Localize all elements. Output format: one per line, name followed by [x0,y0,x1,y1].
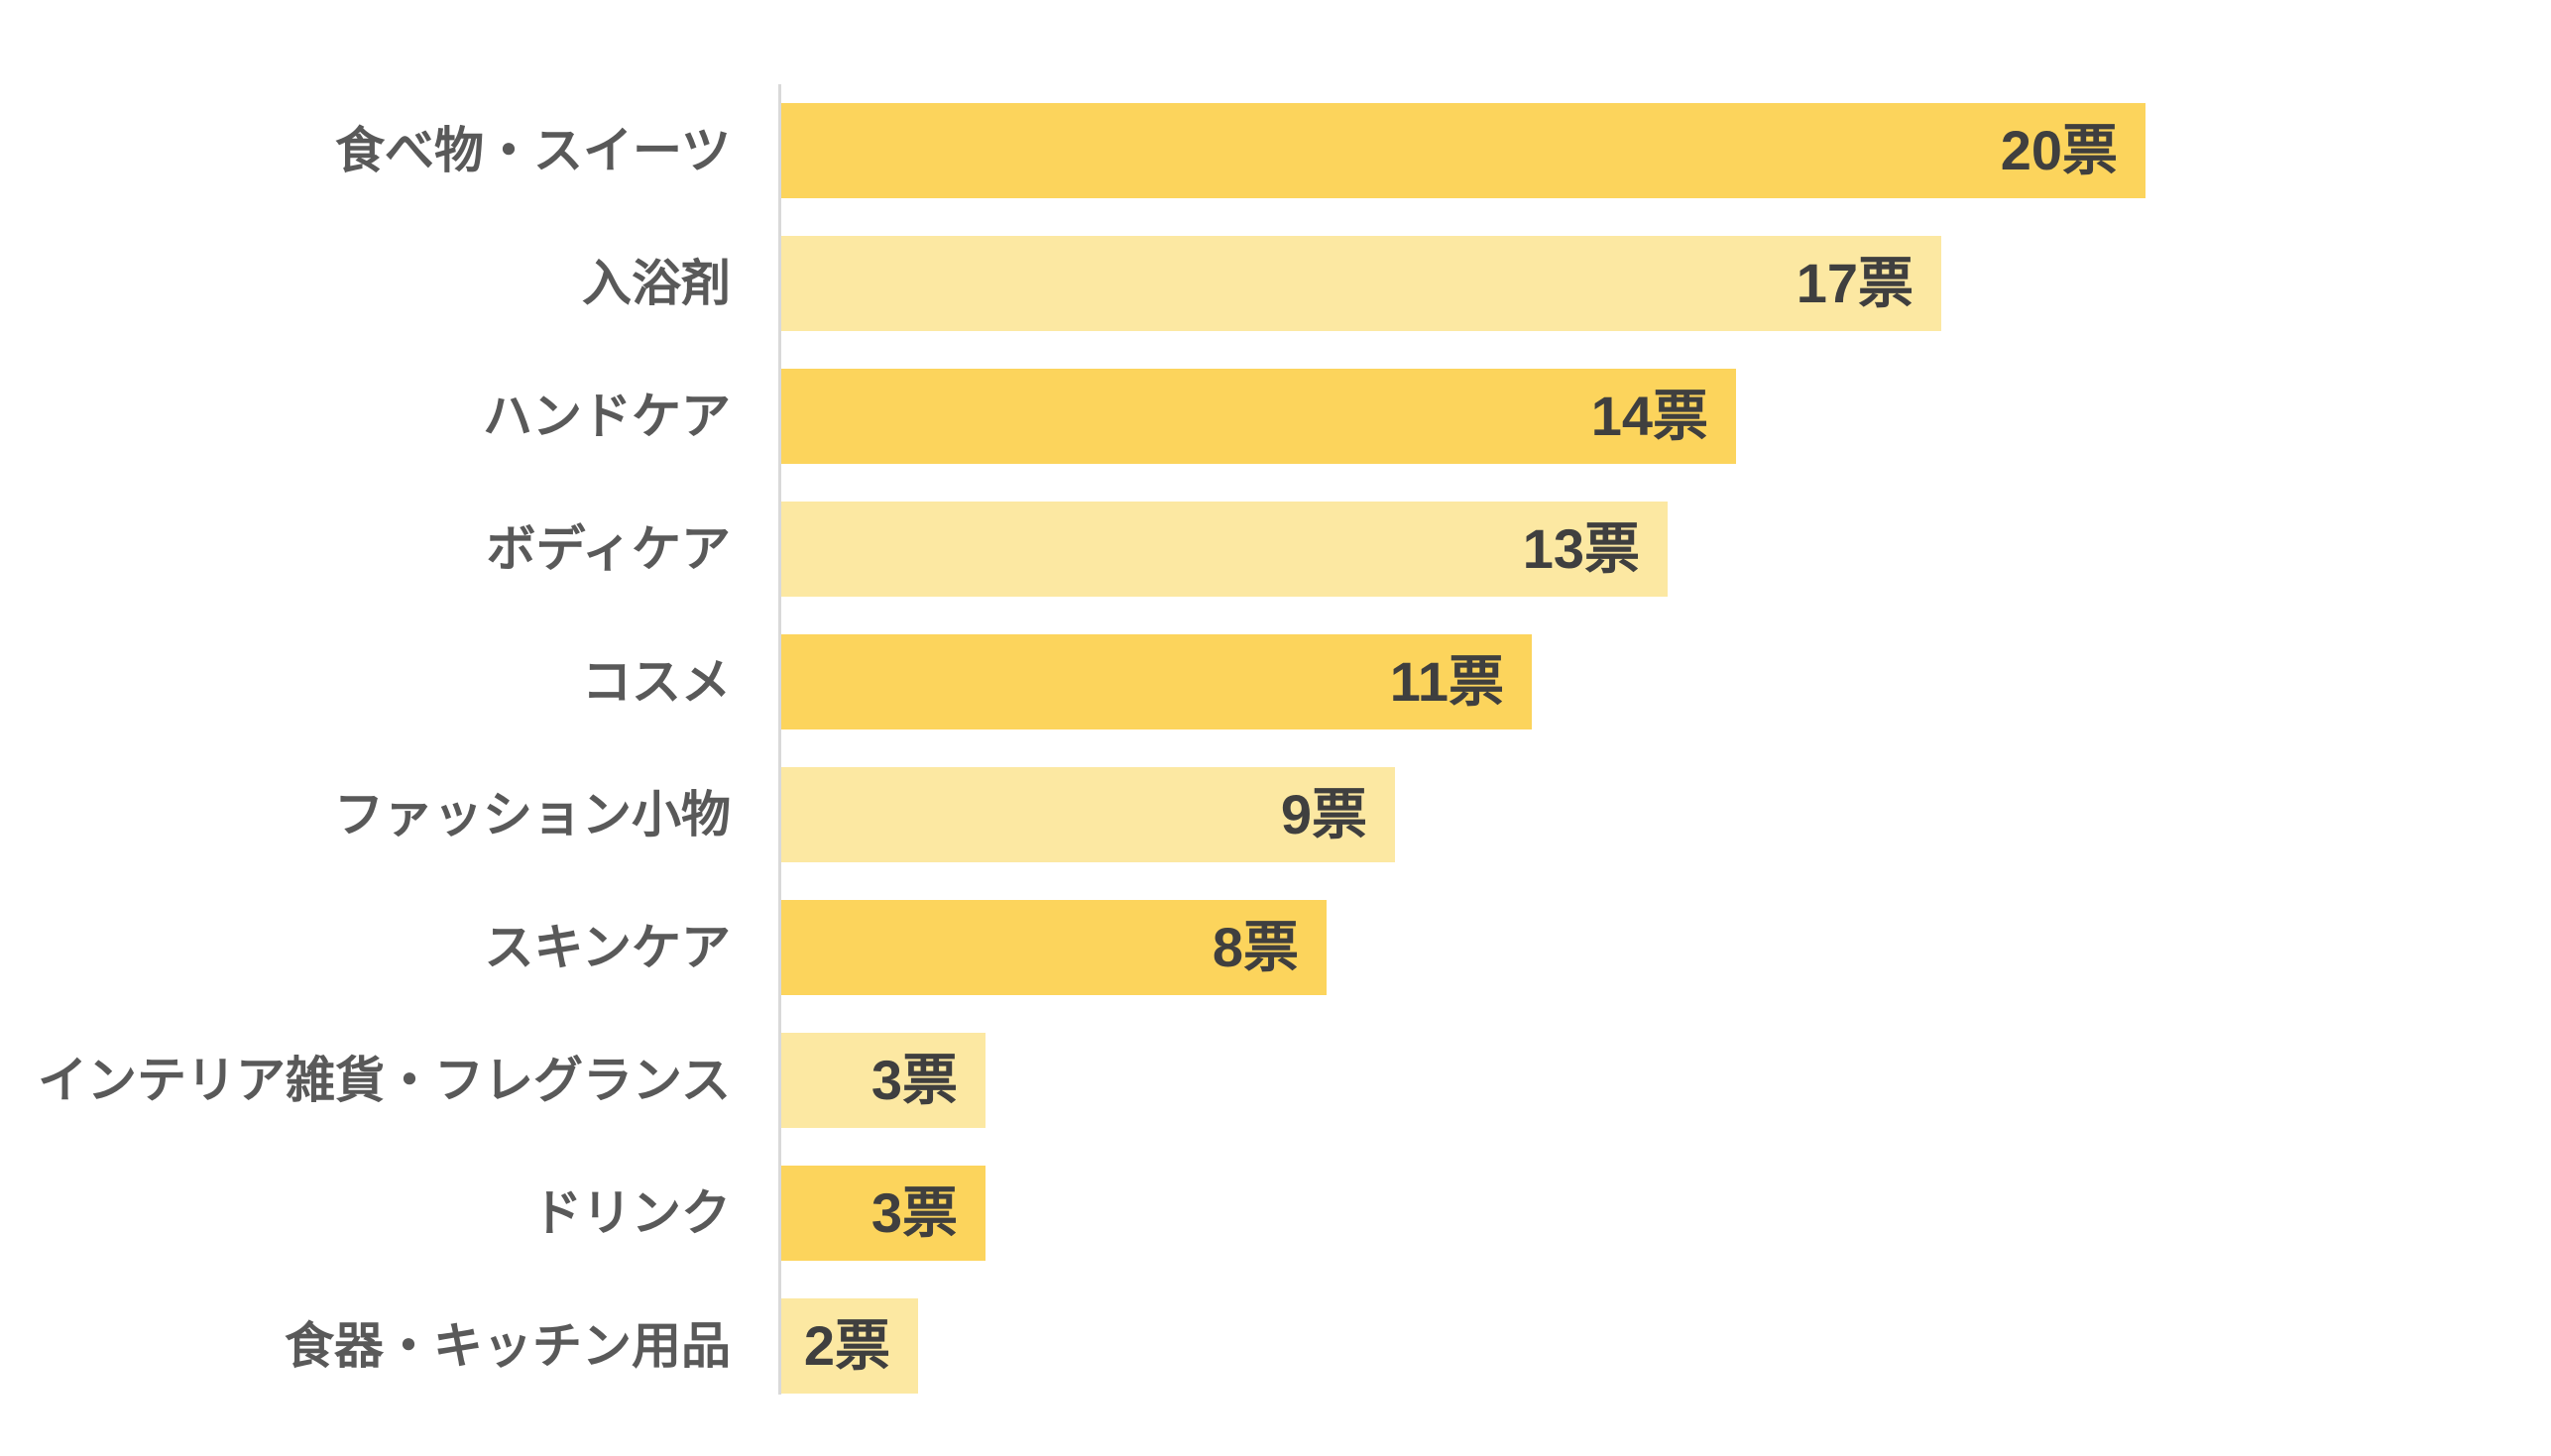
bar-track: 2票 [781,1298,2551,1394]
value-label: 2票 [803,1314,890,1377]
category-label: ボディケア [486,520,732,577]
chart-row: スキンケア 8票 [0,881,2551,1014]
category-label: 食べ物・スイーツ [335,122,731,178]
bar-track: 13票 [781,502,2551,597]
category-label: 入浴剤 [582,255,731,311]
chart-rows: 食べ物・スイーツ 20票 入浴剤 17票 ハンドケア 14票 ボディケア 13票 [0,84,2551,1412]
category-label: 食器・キッチン用品 [285,1317,731,1374]
value-label: 20票 [2000,119,2118,181]
value-label: 14票 [1590,385,1708,447]
bar: 2票 [781,1298,918,1394]
category-label: インテリア雑貨・フレグランス [38,1052,731,1108]
bar: 20票 [781,103,2145,198]
value-label: 11票 [1389,650,1504,713]
value-label: 13票 [1522,517,1640,580]
bar-track: 11票 [781,634,2551,729]
category-label: コスメ [582,653,731,710]
chart-row: ハンドケア 14票 [0,350,2551,483]
bar: 9票 [781,767,1395,862]
bar: 3票 [781,1166,986,1261]
bar-track: 17票 [781,236,2551,331]
chart-row: インテリア雑貨・フレグランス 3票 [0,1014,2551,1147]
category-label: スキンケア [484,919,732,975]
chart-row: ファッション小物 9票 [0,748,2551,881]
category-label: ハンドケア [483,388,731,444]
chart-row: ボディケア 13票 [0,483,2551,616]
bar-track: 8票 [781,900,2551,995]
bar: 3票 [781,1033,986,1128]
category-label: ファッション小物 [334,786,731,842]
category-label: ドリンク [532,1184,731,1241]
chart-row: 食べ物・スイーツ 20票 [0,84,2551,217]
bar-track: 20票 [781,103,2551,198]
chart-row: コスメ 11票 [0,616,2551,748]
value-label: 3票 [870,1049,958,1111]
bar-track: 9票 [781,767,2551,862]
chart-row: ドリンク 3票 [0,1147,2551,1280]
value-label: 3票 [870,1181,958,1244]
bar: 8票 [781,900,1327,995]
y-axis-line [778,84,781,1395]
value-label: 8票 [1212,916,1299,978]
bar-track: 3票 [781,1166,2551,1261]
bar: 13票 [781,502,1668,597]
bar-track: 14票 [781,369,2551,464]
bar: 17票 [781,236,1941,331]
value-label: 17票 [1796,252,1913,314]
bar: 11票 [781,634,1532,729]
bar-track: 3票 [781,1033,2551,1128]
value-label: 9票 [1280,783,1367,845]
chart-row: 入浴剤 17票 [0,217,2551,350]
chart-row: 食器・キッチン用品 2票 [0,1280,2551,1412]
bar: 14票 [781,369,1736,464]
